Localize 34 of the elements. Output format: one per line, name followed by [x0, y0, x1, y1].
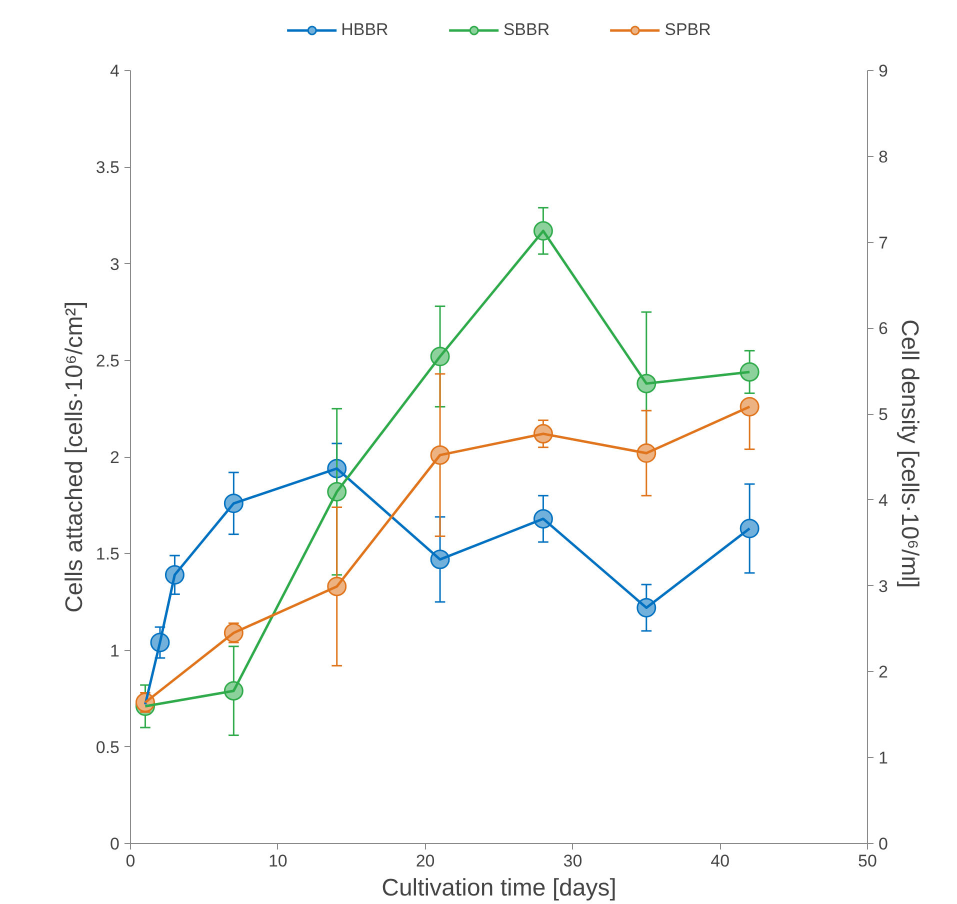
- y-tick-label: 3.5: [96, 158, 120, 178]
- x-tick-label: 10: [268, 852, 288, 870]
- y2-tick-label: 3: [878, 576, 888, 596]
- x-tick-label: 20: [416, 852, 435, 870]
- x-tick-label: 50: [858, 852, 877, 870]
- x-tick-label: 40: [710, 852, 730, 870]
- y-tick-label: 1: [110, 641, 120, 660]
- legend-label: SPBR: [664, 20, 711, 40]
- y-tick-label: 3: [110, 254, 120, 274]
- y2-tick-label: 6: [878, 319, 888, 338]
- x-tick-label: 30: [563, 852, 582, 870]
- legend-label: HBBR: [341, 20, 388, 40]
- x-tick-label: 0: [126, 852, 136, 870]
- y-tick-label: 4: [110, 62, 120, 80]
- y2-tick-label: 9: [878, 62, 888, 80]
- y-axis-title: Cells attached [cells·10⁶/cm²]: [60, 301, 88, 613]
- y-tick-label: 0: [110, 834, 120, 854]
- y-tick-label: 0.5: [96, 738, 120, 757]
- point: [740, 362, 760, 382]
- x-axis-title: Cultivation time [days]: [382, 874, 616, 902]
- point: [740, 397, 760, 416]
- y2-tick-label: 7: [878, 233, 888, 252]
- y-tick-label: 1.5: [96, 544, 120, 564]
- point: [740, 518, 760, 538]
- y2-tick-label: 8: [878, 147, 888, 166]
- y2-tick-label: 4: [878, 490, 888, 510]
- y2-tick-label: 0: [878, 834, 888, 854]
- y2-tick-label: 2: [878, 662, 888, 682]
- legend-label: SBBR: [503, 20, 550, 40]
- y2-tick-label: 1: [878, 748, 888, 768]
- y2-tick-label: 5: [878, 405, 888, 424]
- y2-axis-title: Cell density [cells·10⁶/ml]: [896, 319, 923, 588]
- y-tick-label: 2: [110, 448, 120, 467]
- y-tick-label: 2.5: [96, 351, 120, 370]
